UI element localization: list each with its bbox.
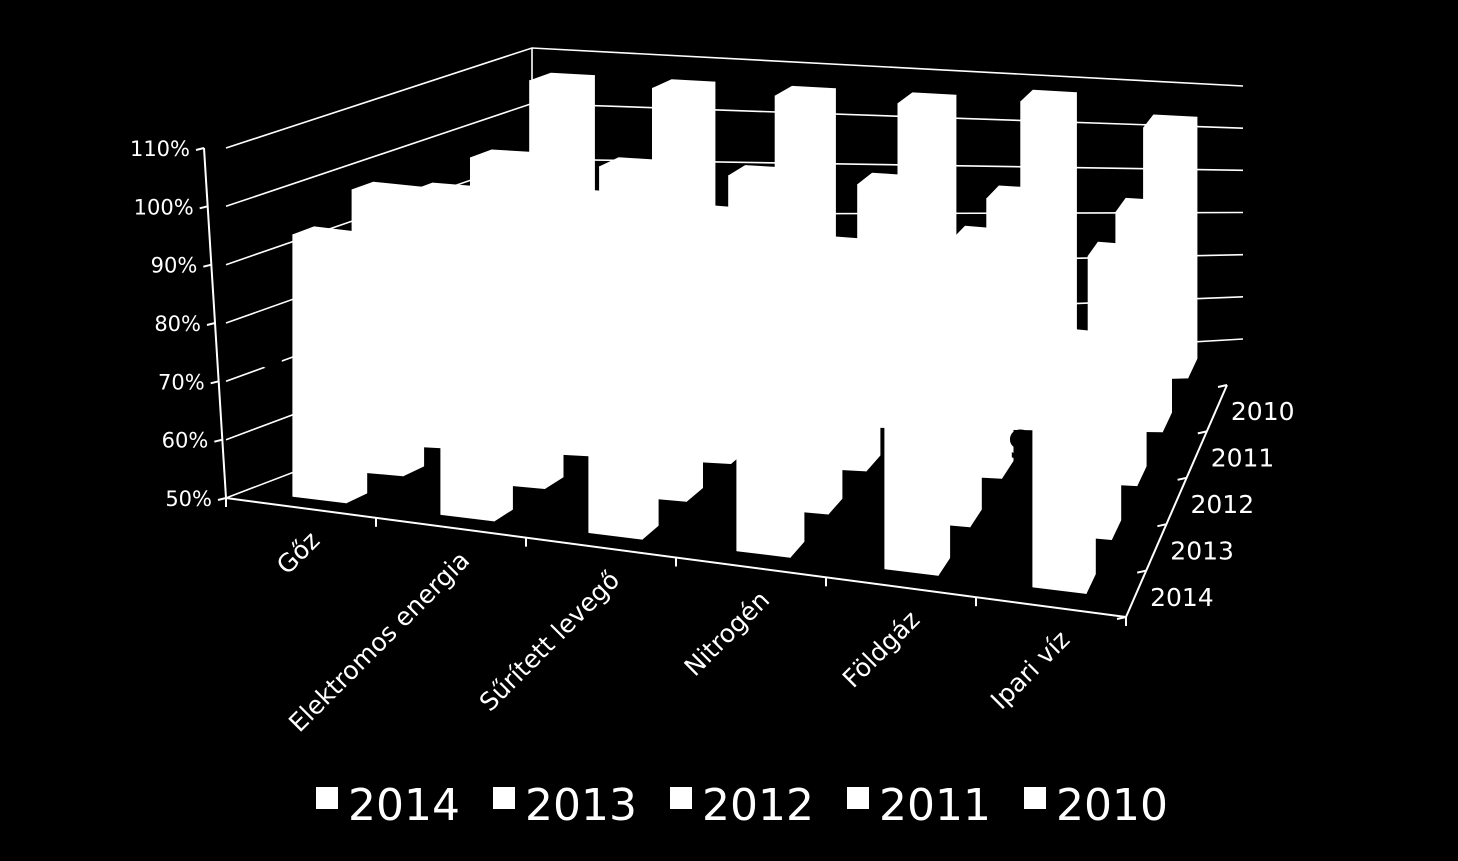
gridline <box>225 47 1244 149</box>
bar-side <box>686 232 703 502</box>
legend-swatch <box>1024 787 1046 809</box>
y-tick-label: 110% <box>130 137 190 161</box>
bar-front <box>292 234 347 504</box>
legend-label: 2012 <box>702 780 814 831</box>
depth-label: 2013 <box>1170 536 1234 565</box>
depth-label: 2010 <box>1231 397 1295 426</box>
y-tick-label: 70% <box>158 370 205 394</box>
depth-tick <box>1217 384 1228 388</box>
bar-side <box>1111 333 1122 540</box>
bar <box>736 296 805 558</box>
legend-swatch <box>670 787 692 809</box>
bar-side <box>345 232 368 504</box>
y-tick-label: 50% <box>165 487 212 511</box>
bar-side <box>1085 371 1096 594</box>
depth-label: 2014 <box>1150 583 1214 612</box>
legend-label: 2013 <box>525 780 637 831</box>
y-tick <box>206 322 216 326</box>
bar-front <box>440 253 495 522</box>
bar <box>1032 364 1096 594</box>
bar-side <box>544 235 564 489</box>
y-tick-label: 100% <box>134 195 194 219</box>
depth-tick <box>1136 569 1147 574</box>
bar <box>588 255 659 540</box>
bar-side <box>1136 245 1147 487</box>
bar <box>884 307 951 576</box>
y-tick <box>210 380 219 385</box>
legend-swatch <box>316 787 338 809</box>
depth-label: 2011 <box>1211 444 1275 473</box>
y-tick-label: 60% <box>162 429 209 453</box>
depth-tick <box>1116 616 1127 620</box>
category-label: Sűrített levegő <box>474 565 626 717</box>
bar-side <box>402 186 425 477</box>
bar-side <box>1161 200 1172 433</box>
legend-label: 2010 <box>1056 780 1168 831</box>
bar-front <box>736 307 791 558</box>
bar-side <box>937 314 951 576</box>
legend-swatch <box>847 787 869 809</box>
bar-side <box>827 257 843 515</box>
chart-bars <box>292 72 1198 594</box>
data-label: 9 <box>1008 423 1034 467</box>
legend-label: 2011 <box>879 780 991 831</box>
bar <box>292 226 368 504</box>
legend-label: 2014 <box>348 780 460 831</box>
depth-tick <box>1197 430 1208 435</box>
bar-side <box>1187 116 1198 379</box>
category-label: Ipari víz <box>985 625 1075 715</box>
bar-side <box>865 239 881 472</box>
chart-axes <box>195 147 1228 626</box>
y-tick <box>203 263 212 268</box>
bar-front <box>588 266 643 540</box>
data-label: 9 <box>258 343 284 387</box>
bar-front <box>884 320 939 576</box>
depth-axis-line <box>1125 384 1228 618</box>
category-label: Elektromos energia <box>283 545 475 737</box>
category-label: Nitrogén <box>679 585 776 682</box>
depth-tick <box>1177 476 1187 481</box>
category-label: Földgáz <box>837 605 925 693</box>
y-tick-label: 90% <box>151 254 198 278</box>
bar-side <box>641 262 659 540</box>
depth-tick <box>1157 523 1167 528</box>
y-tick-label: 80% <box>154 312 201 336</box>
bar-side <box>789 302 805 558</box>
depth-label: 2012 <box>1191 490 1255 519</box>
bar <box>440 244 513 522</box>
bar-front <box>1032 379 1087 594</box>
y-tick <box>214 438 223 443</box>
y-tick <box>199 205 208 210</box>
legend-swatch <box>493 787 515 809</box>
bar-side <box>493 250 513 522</box>
category-label: Gőz <box>271 526 325 580</box>
y-tick <box>217 497 227 501</box>
y-tick <box>195 147 205 151</box>
bar-side <box>969 260 982 528</box>
chart-legend: 2014 2013 2012 2011 2010 <box>316 780 1168 831</box>
